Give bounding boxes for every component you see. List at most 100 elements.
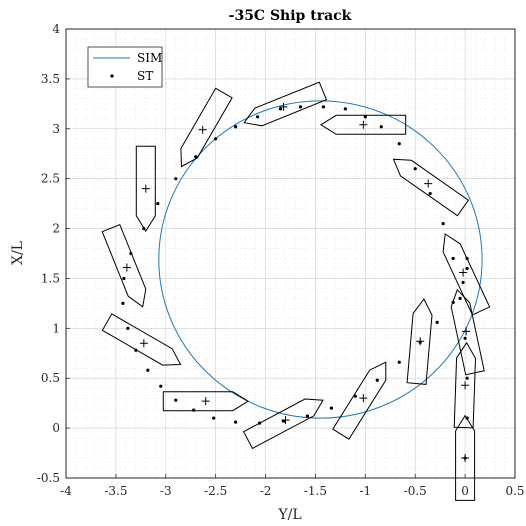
st-point — [298, 105, 303, 109]
ship-hull — [319, 114, 407, 135]
y-tick-label: 2 — [52, 222, 60, 236]
st-point — [278, 107, 283, 111]
ship-hull — [162, 391, 250, 412]
position-marker — [462, 327, 471, 336]
ship-hull — [101, 223, 147, 308]
position-marker — [141, 184, 150, 193]
st-point — [156, 202, 160, 206]
x-tick-label: -0.5 — [404, 484, 427, 498]
position-marker — [139, 339, 148, 348]
x-tick-label: -1 — [359, 484, 371, 498]
position-marker — [279, 102, 288, 111]
ship-hull-outlines — [101, 81, 491, 501]
st-point — [461, 280, 465, 285]
x-axis-ticks: -4 -3.5 -3 -2.5 -2 -1.5 -1 -0.5 0 0.5 — [60, 474, 525, 498]
position-marker — [359, 120, 368, 129]
st-point — [192, 408, 196, 412]
chart-title: -35C Ship track — [229, 8, 352, 24]
position-marker — [459, 268, 468, 277]
st-point — [134, 348, 138, 352]
st-point — [363, 115, 367, 119]
st-point — [428, 192, 432, 196]
st-point — [329, 406, 334, 410]
st-point — [234, 420, 238, 424]
position-marker — [461, 381, 470, 390]
x-tick-label: 0 — [461, 484, 469, 498]
ship-hull — [453, 341, 477, 429]
x-tick-label: -3 — [160, 484, 172, 498]
st-point — [121, 301, 125, 305]
st-point — [413, 167, 417, 171]
st-point — [397, 360, 401, 364]
position-marker — [281, 416, 290, 425]
ship-hull — [406, 298, 433, 385]
st-point — [174, 177, 178, 181]
st-point — [463, 336, 467, 340]
st-point — [465, 416, 469, 420]
y-tick-label: 3.5 — [41, 72, 60, 86]
ship-hull — [442, 233, 491, 316]
ship-hull — [332, 361, 387, 440]
y-tick-label: 0.5 — [41, 371, 60, 385]
legend-box — [87, 46, 163, 88]
position-marker — [122, 263, 131, 272]
st-point — [435, 320, 439, 324]
sim-track-line — [158, 100, 483, 419]
st-point — [305, 414, 310, 418]
st-point — [142, 226, 146, 231]
st-point — [214, 137, 218, 141]
ship-hull — [101, 313, 182, 366]
st-point — [465, 266, 469, 271]
y-tick-label: -0.5 — [37, 471, 60, 485]
position-marker — [461, 454, 470, 463]
legend: SIM ST — [87, 46, 163, 88]
position-marker — [416, 337, 425, 346]
st-point — [458, 296, 462, 300]
st-point — [343, 107, 347, 111]
legend-st-swatch — [110, 74, 114, 78]
ship-hull — [135, 145, 156, 233]
x-tick-label: -4 — [60, 484, 72, 498]
st-point — [379, 125, 383, 129]
st-point — [397, 142, 401, 146]
position-marker — [424, 179, 433, 188]
st-point — [451, 256, 455, 261]
st-point — [353, 394, 357, 398]
x-tick-label: -1.5 — [304, 484, 327, 498]
st-point — [234, 125, 238, 129]
ship-hull — [243, 81, 328, 127]
legend-sim-label: SIM — [137, 51, 162, 65]
st-point — [255, 115, 260, 119]
st-point — [129, 251, 133, 256]
st-point — [159, 384, 163, 388]
ship-hull — [392, 158, 470, 217]
ship-hull — [180, 87, 233, 168]
y-tick-label: 1 — [52, 321, 60, 335]
y-axis-label: X/L — [10, 241, 26, 265]
y-tick-label: 0 — [52, 421, 60, 435]
st-point — [465, 256, 469, 261]
y-tick-label: 3 — [52, 122, 60, 136]
ship-hull — [450, 288, 485, 376]
ship-hull — [242, 398, 324, 450]
position-marker — [359, 394, 368, 403]
st-point — [257, 421, 262, 425]
position-marker — [201, 397, 210, 406]
st-point — [375, 378, 379, 382]
sim-series — [158, 100, 483, 419]
st-point — [126, 326, 130, 330]
st-point — [321, 105, 326, 109]
x-tick-label: -3.5 — [104, 484, 127, 498]
st-point — [212, 416, 216, 420]
position-marker — [198, 125, 207, 134]
x-axis-label: Y/L — [277, 507, 301, 523]
legend-st-label: ST — [137, 69, 153, 83]
y-tick-label: 4 — [52, 22, 60, 36]
y-tick-label: 2.5 — [41, 172, 60, 186]
st-point — [441, 221, 445, 226]
st-point — [194, 155, 198, 159]
st-point — [174, 398, 178, 402]
plot-area — [65, 28, 516, 501]
st-point — [146, 368, 150, 372]
st-series — [121, 105, 469, 460]
